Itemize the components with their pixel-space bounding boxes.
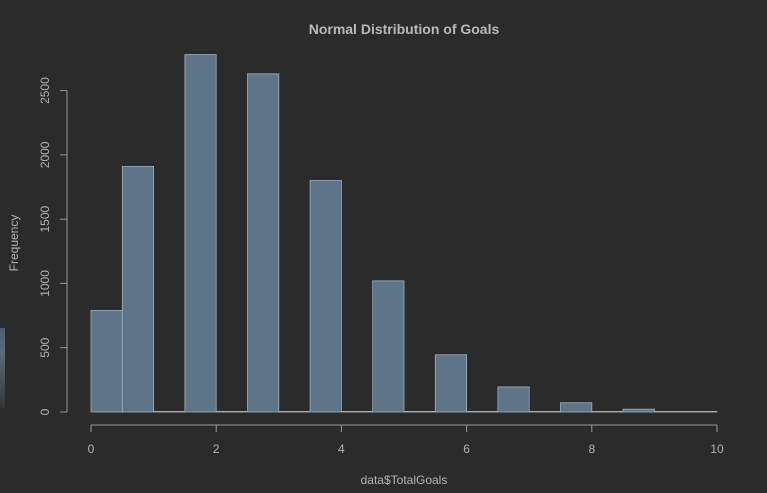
x-axis-label: data$TotalGoals: [361, 473, 448, 487]
x-tick-label-2: 2: [213, 442, 220, 456]
histogram-bar-6: [278, 410, 311, 413]
y-tick-label-2000: 2000: [38, 141, 52, 168]
x-tick-label-4: 4: [338, 442, 345, 456]
histogram-bar-17: [622, 408, 655, 413]
histogram-bar-18: [654, 410, 687, 413]
histogram-bar-2: [153, 410, 186, 413]
y-axis: 0 500 1000 1500 2000 2500: [38, 77, 68, 415]
histogram-bar-1: [121, 166, 155, 413]
histogram-bars: [90, 54, 718, 413]
histogram-bar-4: [215, 410, 248, 413]
histogram-bar-5: [247, 73, 280, 413]
histogram-bar-14: [528, 410, 561, 413]
left-edge-fragment: [0, 328, 5, 408]
histogram-bar-9: [372, 280, 405, 413]
y-tick-label-500: 500: [38, 337, 52, 357]
histogram-bar-8: [340, 410, 374, 413]
histogram-bar-3: [184, 54, 217, 413]
histogram-bar-7: [309, 180, 342, 413]
histogram-bar-11: [434, 354, 467, 413]
histogram-bar-10: [403, 410, 436, 413]
x-tick-label-8: 8: [588, 442, 595, 456]
chart-title: Normal Distribution of Goals: [309, 21, 500, 37]
y-tick-label-0: 0: [38, 408, 52, 415]
x-axis: 0 2 4 6 8 10: [88, 424, 724, 456]
y-tick-label-2500: 2500: [38, 77, 52, 104]
y-axis-label: Frequency: [7, 215, 21, 272]
histogram-bar-0: [90, 310, 123, 413]
histogram-bar-13: [497, 386, 530, 413]
histogram-bar-15: [560, 402, 593, 413]
histogram-bar-19: [685, 410, 718, 413]
y-tick-label-1000: 1000: [38, 270, 52, 297]
histogram-bar-12: [466, 410, 499, 413]
histogram-bar-16: [591, 410, 624, 413]
x-tick-label-10: 10: [710, 442, 724, 456]
x-tick-label-0: 0: [88, 442, 95, 456]
y-tick-label-1500: 1500: [38, 205, 52, 232]
x-tick-label-6: 6: [463, 442, 470, 456]
